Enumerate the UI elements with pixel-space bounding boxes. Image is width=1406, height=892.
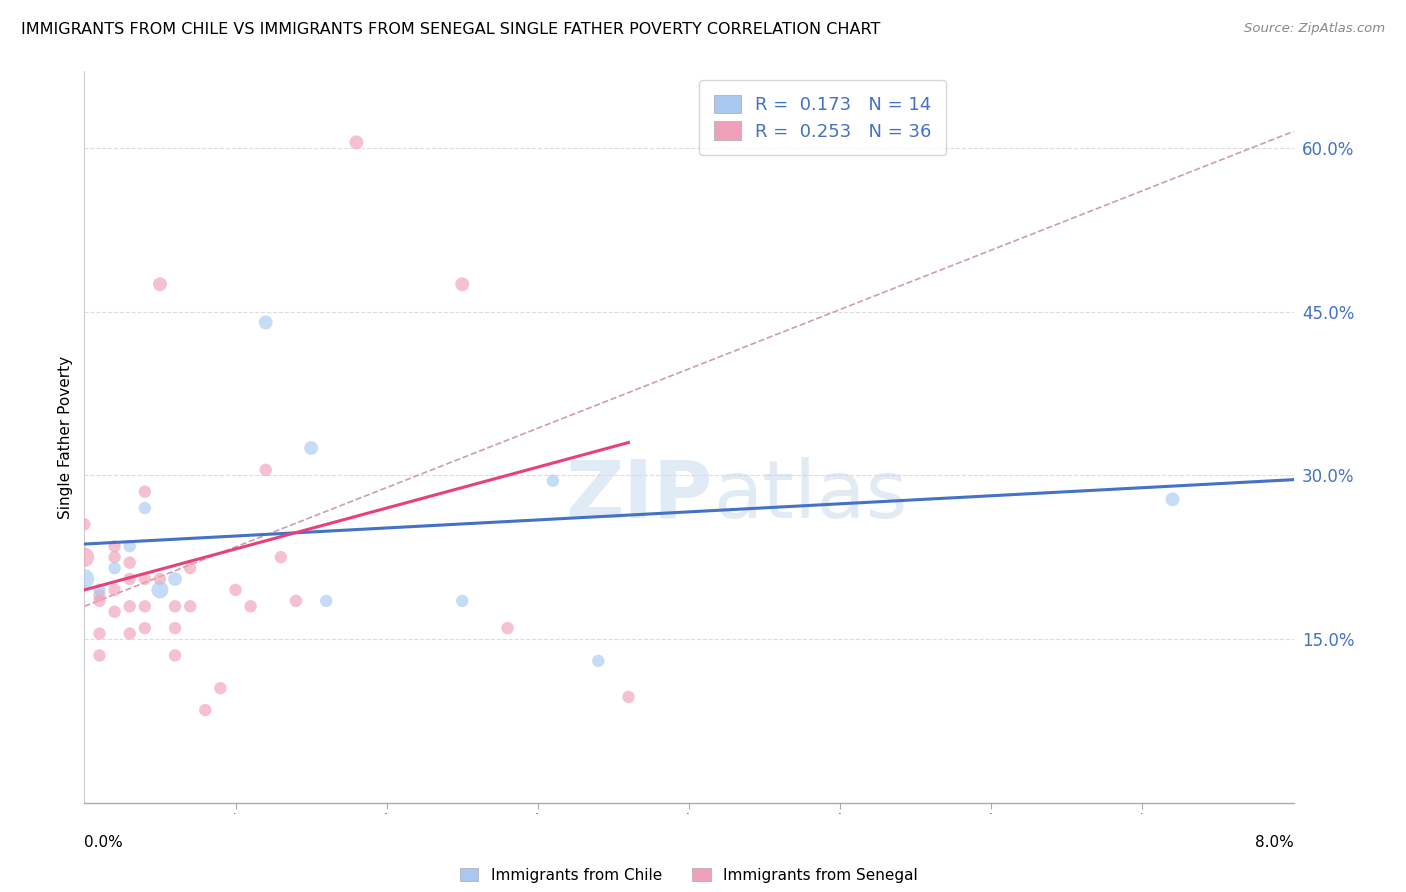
- Point: [118, 556, 141, 570]
- Text: 0.0%: 0.0%: [84, 836, 124, 850]
- Point: [541, 474, 564, 488]
- Point: [588, 654, 610, 668]
- Point: [89, 582, 111, 597]
- Point: [1161, 492, 1184, 507]
- Point: [270, 550, 292, 565]
- Text: atlas: atlas: [713, 457, 907, 534]
- Point: [451, 277, 474, 292]
- Point: [496, 621, 519, 635]
- Text: ZIP: ZIP: [565, 457, 713, 534]
- Point: [104, 582, 127, 597]
- Point: [149, 572, 172, 586]
- Point: [134, 484, 156, 499]
- Point: [194, 703, 217, 717]
- Point: [179, 599, 201, 614]
- Point: [73, 572, 96, 586]
- Text: Source: ZipAtlas.com: Source: ZipAtlas.com: [1244, 22, 1385, 36]
- Point: [239, 599, 262, 614]
- Point: [149, 582, 172, 597]
- Text: IMMIGRANTS FROM CHILE VS IMMIGRANTS FROM SENEGAL SINGLE FATHER POVERTY CORRELATI: IMMIGRANTS FROM CHILE VS IMMIGRANTS FROM…: [21, 22, 880, 37]
- Point: [73, 550, 96, 565]
- Point: [254, 315, 277, 329]
- Point: [89, 626, 111, 640]
- Point: [617, 690, 640, 704]
- Text: 8.0%: 8.0%: [1254, 836, 1294, 850]
- Point: [134, 621, 156, 635]
- Point: [104, 539, 127, 553]
- Point: [179, 561, 201, 575]
- Point: [346, 136, 368, 150]
- Point: [451, 594, 474, 608]
- Point: [209, 681, 232, 695]
- Point: [89, 594, 111, 608]
- Point: [165, 648, 187, 663]
- Point: [118, 572, 141, 586]
- Point: [118, 599, 141, 614]
- Point: [165, 599, 187, 614]
- Point: [315, 594, 337, 608]
- Point: [118, 626, 141, 640]
- Point: [104, 550, 127, 565]
- Point: [254, 463, 277, 477]
- Point: [134, 572, 156, 586]
- Y-axis label: Single Father Poverty: Single Father Poverty: [58, 356, 73, 518]
- Point: [165, 621, 187, 635]
- Point: [299, 441, 322, 455]
- Point: [118, 539, 141, 553]
- Point: [165, 572, 187, 586]
- Point: [149, 277, 172, 292]
- Point: [104, 561, 127, 575]
- Legend: Immigrants from Chile, Immigrants from Senegal: Immigrants from Chile, Immigrants from S…: [453, 860, 925, 890]
- Point: [134, 501, 156, 516]
- Point: [134, 599, 156, 614]
- Point: [73, 517, 96, 532]
- Point: [225, 582, 247, 597]
- Point: [89, 588, 111, 602]
- Point: [104, 605, 127, 619]
- Point: [89, 648, 111, 663]
- Point: [285, 594, 308, 608]
